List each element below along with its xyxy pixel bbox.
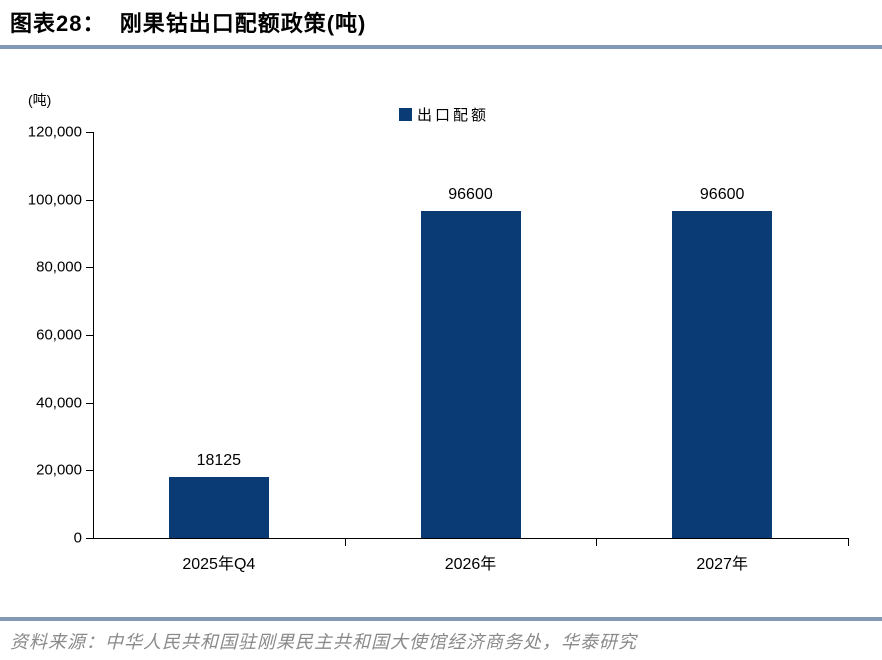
bar bbox=[420, 211, 521, 538]
x-category-label: 2025年Q4 bbox=[182, 556, 256, 573]
y-axis-tick bbox=[86, 402, 93, 404]
x-axis-tick bbox=[848, 539, 849, 546]
y-axis-tick bbox=[86, 199, 93, 201]
y-axis-tick bbox=[86, 267, 93, 269]
y-axis-tick bbox=[86, 538, 93, 539]
bar bbox=[168, 476, 269, 538]
y-axis-unit-label: (吨) bbox=[28, 92, 52, 108]
title-separator-line bbox=[0, 45, 882, 49]
figure-title: 图表28： 刚果钴出口配额政策(吨) bbox=[10, 11, 367, 36]
bar bbox=[672, 211, 773, 538]
y-axis-line bbox=[93, 132, 94, 538]
chart-legend: 出口配额 bbox=[399, 105, 490, 124]
y-axis-tick bbox=[86, 470, 93, 472]
bar-value-label: 96600 bbox=[448, 186, 493, 204]
y-axis-tick-label: 20,000 bbox=[36, 461, 82, 479]
bar-value-label: 18125 bbox=[196, 451, 242, 469]
legend-label: 出口配额 bbox=[417, 106, 490, 124]
y-axis-tick-label: 0 bbox=[73, 529, 82, 547]
y-axis-tick-label: 120,000 bbox=[27, 123, 82, 141]
y-axis-tick-label: 60,000 bbox=[36, 326, 82, 344]
y-axis-tick-label: 100,000 bbox=[27, 191, 82, 209]
y-axis-tick-label: 80,000 bbox=[36, 258, 82, 276]
bar-value-label: 96600 bbox=[699, 186, 745, 204]
x-axis-line bbox=[93, 538, 849, 539]
y-axis-tick-label: 40,000 bbox=[36, 394, 82, 412]
source-note: 资料来源：中华人民共和国驻刚果民主共和国大使馆经济商务处，华泰研究 bbox=[10, 632, 637, 652]
y-axis-tick bbox=[86, 132, 93, 133]
x-category-label: 2026年 bbox=[444, 556, 497, 573]
x-axis-tick bbox=[344, 539, 346, 546]
y-axis-tick bbox=[86, 335, 93, 336]
x-category-label: 2027年 bbox=[696, 556, 748, 573]
legend-swatch-icon bbox=[399, 107, 412, 121]
x-axis-tick bbox=[596, 539, 598, 546]
footer-separator-line bbox=[0, 617, 882, 621]
